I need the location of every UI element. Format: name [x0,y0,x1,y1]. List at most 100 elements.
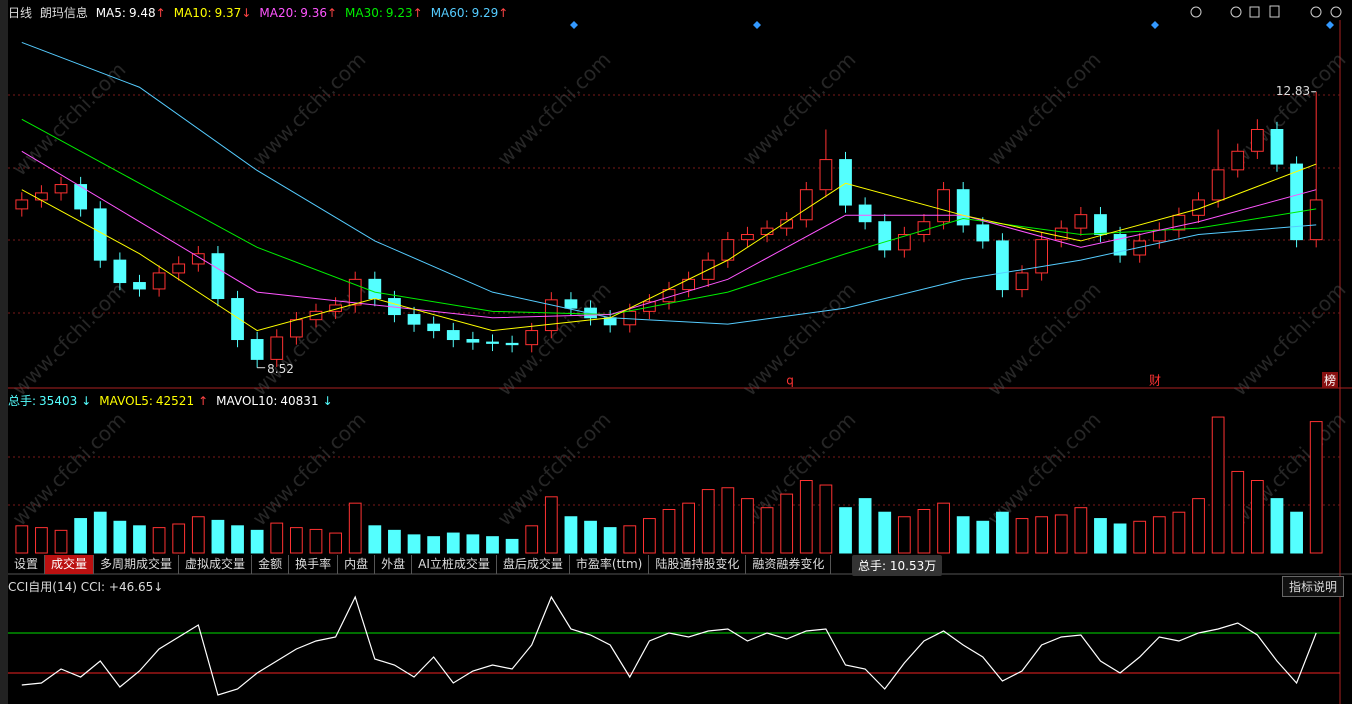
candle-body [1250,129,1264,152]
volume-bar [329,532,342,554]
candle-body [486,341,499,344]
tab[interactable]: 成交量 [45,555,95,574]
volume-bar [35,527,48,554]
candle-body [93,208,107,261]
candle-body [1133,240,1147,256]
ma-value: 9.37 [214,6,242,20]
tab[interactable]: 融资融券变化 [746,555,832,574]
candle-body [250,339,264,360]
watermark: www.cfchi.com [7,277,130,400]
volume-bar [525,525,539,554]
tab[interactable]: 设置 [8,555,46,574]
volume-bar [388,529,401,554]
tab[interactable]: 金额 [252,555,290,574]
candle-body [54,184,68,194]
candle-body [211,253,225,300]
tab[interactable]: 外盘 [375,555,413,574]
candle-body [368,278,382,300]
candle-body [133,282,146,290]
ma-label: MA5: [95,6,126,20]
tab[interactable]: 多周期成交量 [94,555,180,574]
candle-body [897,234,911,251]
volume-bar [839,507,852,554]
candle-body [643,301,656,312]
marker: 榜 [1324,373,1336,388]
ma-legend: MA60: 9.29↑ [431,6,513,20]
tab[interactable]: 换手率 [289,555,339,574]
volume-bar [74,518,88,554]
candle-body [1231,150,1245,171]
candle-body [113,259,127,284]
volume-bar [682,502,695,554]
volume-bar [799,480,813,554]
candle-body [270,336,284,360]
toolbar-icons[interactable] [1190,5,1342,18]
tab[interactable]: AI立桩成交量 [412,555,497,574]
tab[interactable]: 盘后成交量 [497,555,570,574]
volume-bar [544,496,558,554]
volume-bar [15,525,29,554]
volume-bar [250,529,264,554]
candle-body [799,189,813,221]
candle-body [505,342,519,346]
volume-bar [584,520,597,554]
volume-bar [1035,516,1049,554]
volume-bar [93,511,107,554]
cci-line [21,595,1317,696]
watermark: www.cfchi.com [737,47,860,170]
volume-legend: 总手: 35403 ↓ MAVOL5: 42521 ↑ MAVOL10: 40831 ↓ [8,392,341,409]
candle-body [1015,272,1029,291]
volume-bar [741,498,754,554]
vol-label: 总手: [8,394,37,408]
volume-bar [231,525,244,554]
tooltip: 总手: 10.53万 [852,555,943,576]
candle-body [603,317,617,326]
candle-body [741,234,754,241]
ma-label: MA30: [345,6,383,20]
marker: 财 [1149,374,1161,388]
volume-bar [152,527,166,554]
ma-legend: MA30: 9.23↑ [345,6,427,20]
candle-body [329,304,342,312]
vol-value: 42521 [155,394,195,408]
ma-arrow: ↓ [241,6,252,20]
ma-legend: MA10: 9.37↓ [174,6,256,20]
vol-arrow: ↓ [322,394,333,408]
ma-arrow: ↑ [155,6,166,20]
volume-legend-item: 总手: 35403 ↓ [8,394,95,408]
candle-body [15,199,29,210]
help-button[interactable]: 指标说明 [1282,576,1345,597]
volume-bar [1211,416,1225,554]
candle-body [858,204,872,223]
volume-bar [309,528,323,554]
header: 日线 朗玛信息 MA5: 9.48↑ MA10: 9.37↓ MA20: 9.36↑ MA3… [8,4,520,21]
tab[interactable]: 市盈率(ttm) [570,555,650,574]
candle-body [289,319,303,338]
volume-legend-item: MAVOL10: 40831 ↓ [216,394,337,408]
volume-bar [1231,470,1245,554]
volume-bar [270,522,284,554]
volume-bar [701,489,715,554]
candle-body [1074,214,1088,229]
vol-label: MAVOL5: [99,394,153,408]
volume-bar [897,516,911,554]
tab[interactable]: 陆股通持股变化 [649,555,747,574]
candle-body [1172,214,1186,231]
tab[interactable]: 虚拟成交量 [179,555,253,574]
volume-bar [760,507,774,554]
volume-bar [643,518,656,554]
watermark: www.cfchi.com [492,47,615,170]
candle-body [446,330,460,341]
tab[interactable]: 内盘 [338,555,376,574]
candle-body [819,159,833,191]
high-label: 12.83 [1276,84,1310,98]
ma-label: MA60: [430,6,469,20]
ma-value: 9.29 [471,6,499,20]
ma-line [21,163,1317,332]
volume-bar [996,511,1009,554]
candle-body [996,240,1009,291]
volume-bar [466,534,480,554]
volume-bar [191,516,205,554]
volume-bar [780,493,794,554]
